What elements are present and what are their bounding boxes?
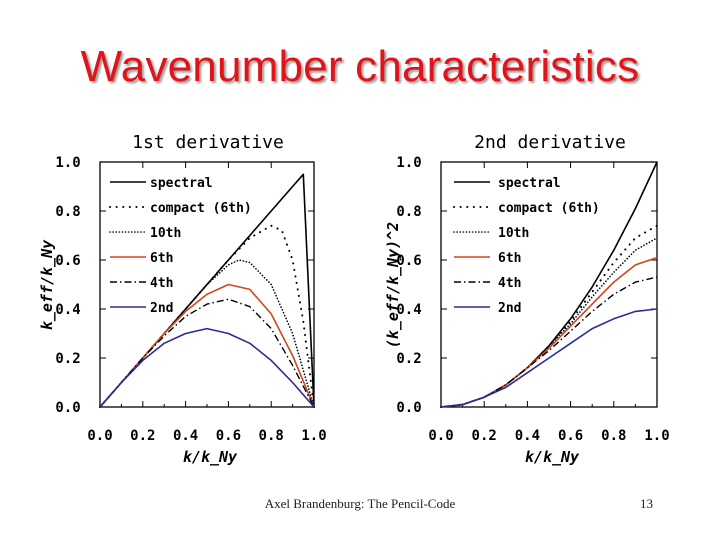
x-tick-label: 0.8 bbox=[259, 428, 284, 444]
plot-frame bbox=[440, 161, 658, 408]
x-tick-label: 0.4 bbox=[173, 428, 198, 444]
legend-entry: 2nd bbox=[498, 301, 521, 316]
x-tick-label: 1.0 bbox=[301, 428, 326, 444]
slide-title: Wavenumber characteristics bbox=[80, 42, 640, 91]
x-tick-label: 0.6 bbox=[558, 428, 583, 444]
series-line-6th bbox=[440, 256, 658, 408]
y-tick-label: 0.8 bbox=[55, 204, 80, 220]
legend-entry: 4th bbox=[150, 276, 173, 291]
y-tick-label: 1.0 bbox=[55, 155, 80, 171]
chart-panel-1: 1st derivative 0.0 0.2 0.4 0.6 0.8 1.0 0.0 0.2 0.… bbox=[38, 132, 327, 466]
legend-entry: 2nd bbox=[150, 301, 173, 316]
series-line-2nd bbox=[99, 327, 315, 408]
x-tick-label: 0.2 bbox=[472, 428, 497, 444]
x-axis-label: k/k_Ny bbox=[183, 448, 238, 466]
series-line-10th bbox=[440, 237, 658, 408]
legend-entry: 10th bbox=[498, 226, 529, 241]
x-tick-label: 0.4 bbox=[515, 428, 540, 444]
series-line-6th bbox=[99, 283, 315, 408]
slide-page-number: 13 bbox=[640, 496, 653, 511]
legend-entry: 6th bbox=[498, 251, 521, 266]
y-tick-label: 0.0 bbox=[55, 400, 80, 416]
legend-entry: spectral bbox=[498, 176, 561, 191]
series-line-compact-6th bbox=[99, 224, 315, 408]
series-line-4th bbox=[440, 276, 658, 408]
legend-entry: 6th bbox=[150, 251, 173, 266]
legend-entry: 10th bbox=[150, 226, 181, 241]
x-tick-label: 0.0 bbox=[87, 428, 112, 444]
y-axis-label: k_eff/k_Ny bbox=[38, 239, 56, 330]
legend-entry: 4th bbox=[498, 276, 521, 291]
x-tick-label: 0.2 bbox=[130, 428, 155, 444]
series-line-compact-6th bbox=[440, 224, 658, 408]
y-tick-label: 0.2 bbox=[55, 351, 80, 367]
y-tick-label: 0.6 bbox=[396, 253, 421, 269]
series-line-2nd bbox=[440, 308, 658, 408]
x-axis-label: k/k_Ny bbox=[525, 448, 580, 466]
legend-entry: spectral bbox=[150, 176, 213, 191]
chart-title: 1st derivative bbox=[132, 132, 284, 153]
legend-entry: compact (6th) bbox=[150, 201, 252, 216]
series-line-4th bbox=[99, 298, 315, 408]
chart-panel-2: 2nd derivative 0.0 0.2 0.4 0.6 0.8 1.0 0.0 0.2 0.… bbox=[384, 132, 670, 466]
y-tick-label: 0.4 bbox=[396, 302, 421, 318]
y-tick-label: 0.2 bbox=[396, 351, 421, 367]
x-tick-label: 1.0 bbox=[644, 428, 669, 444]
y-tick-label: 0.0 bbox=[396, 400, 421, 416]
x-tick-label: 0.6 bbox=[216, 428, 241, 444]
chart-title: 2nd derivative bbox=[474, 132, 626, 153]
y-tick-label: 0.6 bbox=[55, 253, 80, 269]
x-tick-label: 0.0 bbox=[428, 428, 453, 444]
y-tick-label: 1.0 bbox=[396, 155, 421, 171]
legend-entry: compact (6th) bbox=[498, 201, 600, 216]
y-tick-label: 0.4 bbox=[55, 302, 80, 318]
slide-footer: Axel Brandenburg: The Pencil-Code bbox=[264, 496, 456, 511]
y-tick-label: 0.8 bbox=[396, 204, 421, 220]
y-axis-label: (k_eff/k_Ny)^2 bbox=[384, 222, 402, 348]
x-tick-label: 0.8 bbox=[601, 428, 626, 444]
series-line-spectral bbox=[440, 161, 658, 408]
